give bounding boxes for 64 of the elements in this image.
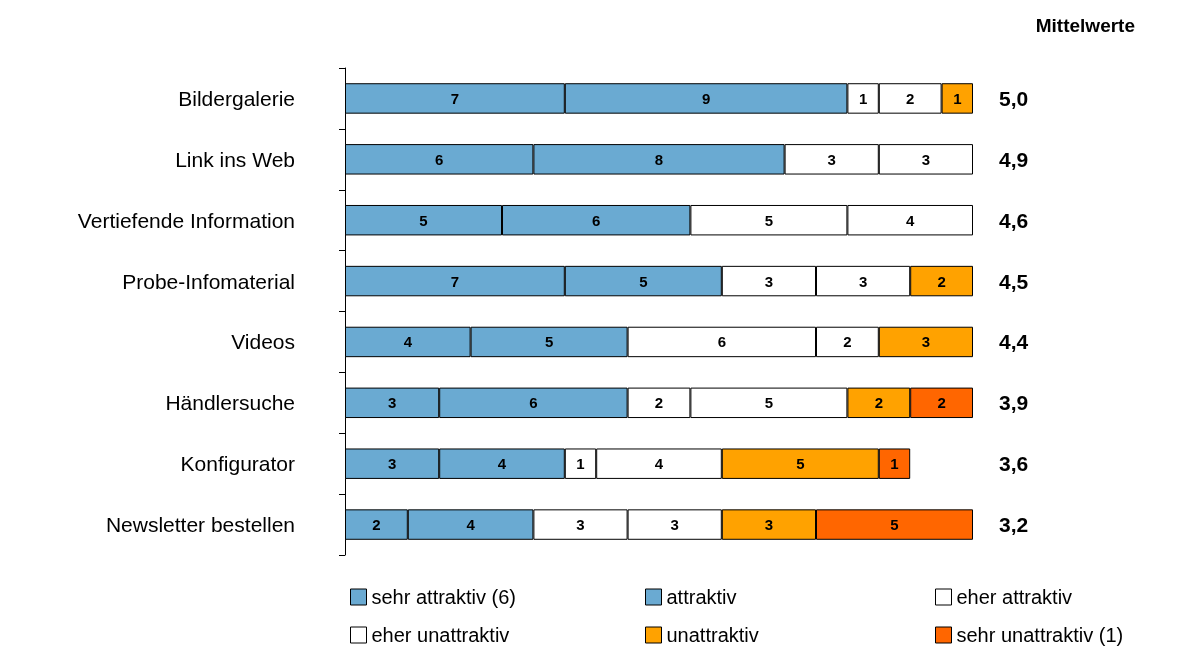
- data-label: 6: [529, 394, 538, 412]
- data-label: 2: [654, 394, 664, 412]
- y-tick-label: Vertiefende Information: [77, 208, 295, 232]
- data-label: 1: [576, 455, 585, 473]
- data-label: 6: [717, 333, 726, 351]
- y-tick-label: Probe-Infomaterial: [122, 269, 295, 293]
- data-label: 2: [937, 272, 946, 290]
- legend-label: eher unattraktiv: [371, 624, 510, 646]
- data-label: 5: [796, 455, 805, 473]
- y-tick-label: Link ins Web: [175, 147, 295, 171]
- data-label: 4: [466, 516, 476, 534]
- text: 3,9: [999, 391, 1029, 415]
- data-label: 3: [764, 272, 774, 290]
- text: 4,9: [999, 147, 1029, 171]
- legend-label: unattraktiv: [666, 624, 759, 646]
- y-tick-label: Videos: [231, 330, 295, 354]
- data-label: 5: [639, 272, 648, 290]
- data-label: 1: [858, 89, 868, 107]
- data-label: 5: [544, 333, 554, 351]
- text: 4,6: [999, 208, 1029, 232]
- text: 3,6: [999, 452, 1029, 476]
- data-label: 3: [858, 272, 868, 290]
- data-label: 6: [592, 211, 601, 229]
- data-label: 2: [874, 394, 883, 412]
- text: 4,4: [999, 330, 1029, 354]
- data-label: 2: [937, 394, 946, 412]
- y-tick-label: Bildergalerie: [178, 86, 295, 110]
- data-label: 5: [890, 516, 899, 534]
- data-label: 3: [387, 455, 397, 473]
- data-label: 4: [497, 455, 507, 473]
- legend-label: attraktiv: [666, 586, 737, 608]
- data-label: 3: [921, 333, 931, 351]
- data-label: 6: [435, 150, 444, 168]
- data-label: 3: [921, 150, 931, 168]
- text: 4,5: [999, 269, 1029, 293]
- y-tick-label: Konfigurator: [180, 452, 295, 476]
- data-label: 5: [419, 211, 428, 229]
- legend-label: eher attraktiv: [956, 586, 1073, 608]
- data-label: 2: [906, 89, 915, 107]
- y-tick-label: Newsletter bestellen: [105, 513, 295, 537]
- text: Mittelwerte: [1035, 15, 1136, 36]
- data-label: 3: [670, 516, 679, 534]
- data-label: 1: [953, 89, 962, 107]
- y-tick-label: Händlersuche: [165, 391, 295, 415]
- data-label: 7: [450, 89, 460, 107]
- data-label: 4: [654, 455, 664, 473]
- data-label: 1: [890, 455, 899, 473]
- data-label: 9: [701, 89, 711, 107]
- text: 3,2: [999, 513, 1029, 537]
- data-label: 5: [764, 394, 774, 412]
- data-label: 4: [403, 333, 413, 351]
- data-label: 3: [764, 516, 774, 534]
- data-label: 3: [576, 516, 585, 534]
- data-label: 2: [843, 333, 852, 351]
- data-label: 4: [906, 211, 916, 229]
- data-label: 3: [387, 394, 397, 412]
- data-label: 8: [654, 150, 664, 168]
- data-label: 5: [764, 211, 774, 229]
- legend-label: sehr attraktiv (6): [371, 586, 516, 608]
- data-label: 3: [827, 150, 836, 168]
- data-label: 7: [450, 272, 460, 290]
- legend-label: sehr unattraktiv (1): [956, 624, 1124, 646]
- data-label: 2: [372, 516, 381, 534]
- text: 5,0: [999, 86, 1029, 110]
